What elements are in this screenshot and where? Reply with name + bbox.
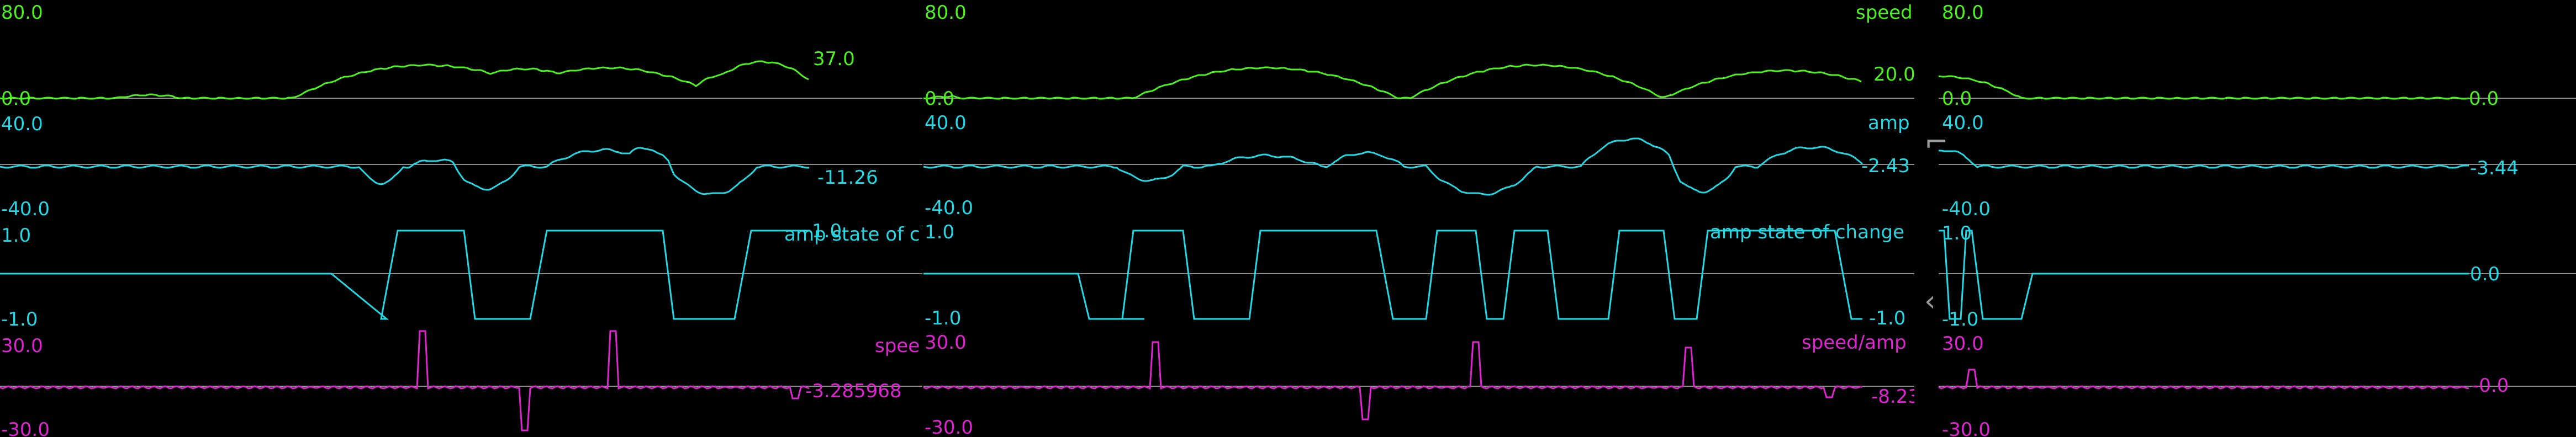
ratio-current-value: -8.23: [1871, 386, 1914, 408]
state-trace: [1939, 230, 2469, 320]
amp-current-value: -11.26: [817, 167, 878, 189]
state-trace: [0, 230, 810, 320]
ratio-current-value: -3.285968: [805, 380, 902, 402]
chevron-left-icon[interactable]: ‹: [1924, 285, 1936, 318]
amp-trace: [1939, 150, 2469, 169]
speed-current-value: 37.0: [813, 48, 855, 70]
ratio-max-label: 30.0: [925, 332, 967, 354]
speed-min-label: 0.0: [1, 88, 31, 110]
amp-max-label: 40.0: [925, 112, 967, 134]
speed-min-label: 0.0: [1942, 88, 1972, 110]
speed-max-label: 80.0: [1942, 2, 1984, 24]
amp-trace: [0, 147, 809, 195]
amp-series-name: amp: [1868, 112, 1910, 134]
bracket-icon[interactable]: ⌐: [1924, 126, 1949, 159]
chart-panel-2: 80.0 0.0 20.0 speed 40.0 -40.0 -2.43 amp…: [923, 0, 1914, 437]
speed-current-value: 20.0: [1873, 63, 1914, 86]
ratio-series-name: spee: [875, 335, 920, 357]
amp-trace: [923, 137, 1863, 196]
amp-min-label: -40.0: [1942, 198, 1991, 220]
chart-panel-1: 80.0 0.0 37.0 40.0 -40.0 -11.26 1.0 -1.0…: [0, 0, 922, 437]
ratio-min-label: -30.0: [1, 419, 50, 437]
ratio-max-label: 30.0: [1942, 333, 1984, 355]
ratio-trace: [1939, 369, 2469, 390]
speed-series-name: speed: [1856, 2, 1913, 24]
ratio-max-label: 30.0: [1, 335, 43, 357]
amp-current-value: -3.44: [2470, 157, 2519, 179]
state-series-name: amp state of change: [1710, 221, 1904, 243]
amp-max-label: 40.0: [1942, 112, 1984, 134]
state-min-label: -1.0: [1942, 308, 1979, 331]
speed-trace: [1939, 75, 2469, 100]
chart-panel-3: 80.0 0.0 0.0 40.0 -40.0 -3.44 1.0 -1.0 0…: [1939, 0, 2576, 437]
plot-area-1: [0, 60, 922, 431]
speed-current-value: 0.0: [2469, 88, 2499, 110]
state-series-name: amp state of c`: [784, 223, 922, 246]
amp-max-label: 40.0: [1, 113, 43, 135]
ratio-trace: [923, 341, 1862, 420]
state-trace: [923, 230, 1862, 320]
speed-trace: [923, 63, 1862, 100]
speed-max-label: 80.0: [925, 2, 967, 24]
ratio-trace: [0, 330, 810, 431]
speed-min-label: 0.0: [925, 88, 955, 110]
state-max-label: 1.0: [1, 225, 31, 247]
state-min-label: -1.0: [1, 308, 38, 331]
ratio-current-value: -0.0: [2472, 375, 2509, 397]
ratio-series-name: speed/amp: [1802, 332, 1907, 354]
speed-max-label: 80.0: [1, 2, 43, 24]
state-current-value: 0.0: [2470, 263, 2500, 285]
state-current-value: 1.0: [812, 220, 842, 242]
state-max-label: 1.0: [925, 221, 955, 243]
state-min-label: -1.0: [925, 307, 962, 329]
state-current-value: -1.0: [1869, 307, 1906, 329]
plot-area-2: [923, 63, 1914, 420]
state-max-label: 1.0: [1942, 222, 1972, 244]
amp-min-label: -40.0: [925, 197, 973, 219]
amp-min-label: -40.0: [1, 198, 50, 220]
plot-area-3: [1939, 75, 2576, 390]
ratio-min-label: -30.0: [1942, 419, 1991, 437]
speed-trace: [0, 60, 809, 100]
ratio-min-label: -30.0: [925, 417, 973, 437]
amp-current-value: -2.43: [1861, 155, 1910, 177]
